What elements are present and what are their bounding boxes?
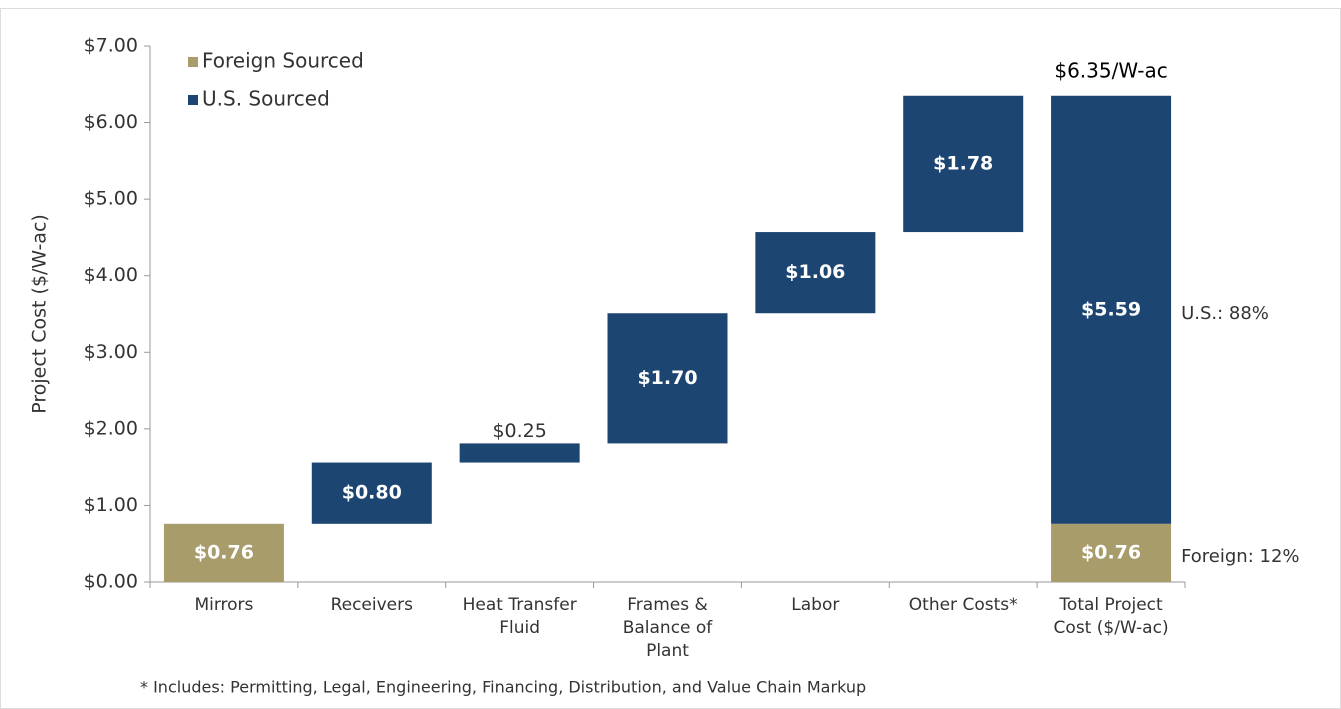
y-tick-label: $7.00 [84, 35, 138, 57]
footnote: * Includes: Permitting, Legal, Engineeri… [140, 678, 866, 697]
y-tick-label: $1.00 [84, 494, 138, 516]
bar [903, 95, 1024, 233]
bar [311, 462, 432, 524]
data-label: $1.06 [785, 261, 845, 283]
total-label: $6.35/W-ac [1054, 58, 1167, 82]
bar [755, 232, 876, 314]
y-tick-label: $2.00 [84, 417, 138, 439]
legend-swatch [188, 95, 198, 105]
legend-swatch [188, 57, 198, 67]
share-label: U.S.: 88% [1181, 303, 1269, 324]
share-label: Foreign: 12% [1181, 546, 1299, 567]
bar [607, 313, 728, 444]
y-tick-label: $5.00 [84, 188, 138, 210]
x-tick-label: Receivers [330, 595, 413, 615]
data-label: $0.76 [1081, 541, 1141, 563]
x-tick-label: Mirrors [194, 595, 254, 615]
data-label: $1.70 [637, 367, 697, 389]
data-label: $1.78 [933, 152, 993, 174]
x-tick-label: Labor [791, 595, 840, 615]
x-tick-label: Total Project Cost ($/W-ac) [1053, 595, 1169, 638]
bar [1051, 95, 1172, 524]
legend-label: Foreign Sourced [202, 49, 364, 73]
y-axis-label: Project Cost ($/W-ac) [29, 214, 51, 414]
x-tick-label: Frames & Balance of Plant [622, 595, 713, 661]
data-label: $0.76 [194, 541, 254, 563]
bar [1051, 523, 1172, 582]
data-label: $0.80 [342, 482, 402, 504]
data-label: $5.59 [1081, 298, 1141, 320]
data-label: $0.25 [492, 420, 546, 442]
y-tick-label: $3.00 [84, 341, 138, 363]
x-tick-label: Heat Transfer Fluid [462, 595, 577, 638]
bar [459, 443, 580, 463]
y-tick-label: $4.00 [84, 264, 138, 286]
bar [163, 523, 284, 582]
x-tick-label: Other Costs* [908, 595, 1018, 615]
y-tick-label: $0.00 [84, 571, 138, 593]
legend-label: U.S. Sourced [202, 87, 330, 111]
y-tick-label: $6.00 [84, 111, 138, 133]
